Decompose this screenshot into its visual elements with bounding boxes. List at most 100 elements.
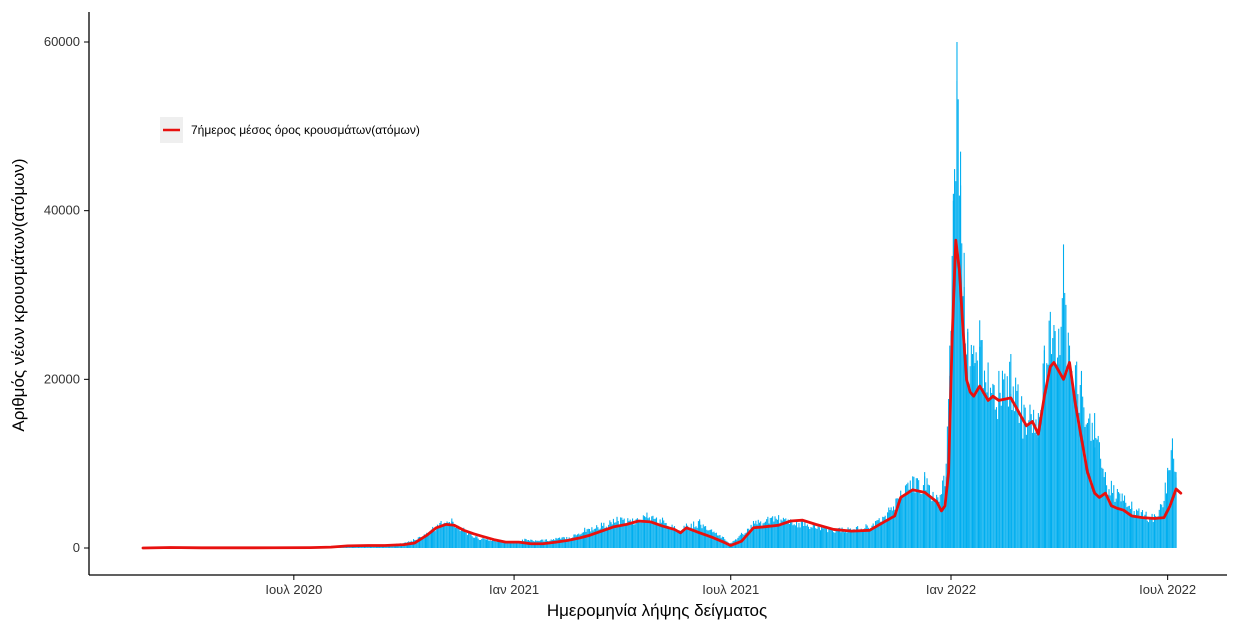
daily-cases-bar bbox=[684, 530, 686, 548]
daily-cases-bar bbox=[1130, 509, 1132, 548]
daily-cases-bar bbox=[788, 523, 790, 548]
daily-cases-bar bbox=[1174, 471, 1176, 548]
daily-cases-bar bbox=[415, 539, 417, 548]
x-tick-label: Ιουλ 2021 bbox=[702, 582, 759, 597]
daily-cases-bar bbox=[861, 530, 863, 548]
daily-cases-bar-peak bbox=[973, 345, 975, 548]
daily-cases-bar bbox=[1023, 404, 1025, 548]
daily-cases-bar-peak bbox=[451, 518, 453, 548]
daily-cases-bar bbox=[623, 518, 625, 548]
daily-cases-bars bbox=[164, 42, 1177, 549]
daily-cases-bar bbox=[926, 478, 928, 548]
daily-cases-bar bbox=[988, 398, 990, 548]
daily-cases-bar bbox=[828, 528, 830, 548]
daily-cases-bar bbox=[683, 525, 685, 548]
daily-cases-bar-peak bbox=[1159, 504, 1162, 548]
daily-cases-bar bbox=[784, 519, 786, 548]
daily-cases-bar bbox=[1024, 407, 1026, 548]
daily-cases-bar bbox=[1077, 394, 1079, 548]
daily-cases-bar bbox=[453, 524, 455, 548]
daily-cases-bar bbox=[860, 528, 862, 548]
daily-cases-bar bbox=[1006, 376, 1008, 548]
daily-cases-bar bbox=[791, 521, 793, 548]
daily-cases-bar bbox=[883, 517, 885, 548]
daily-cases-bar bbox=[1090, 440, 1092, 548]
daily-cases-bar bbox=[695, 526, 697, 548]
daily-cases-bar bbox=[834, 532, 836, 548]
daily-cases-bar bbox=[672, 527, 674, 548]
daily-cases-bar bbox=[1082, 396, 1084, 548]
daily-cases-bar bbox=[782, 517, 784, 548]
daily-cases-bar bbox=[882, 516, 884, 548]
daily-cases-bar bbox=[972, 354, 974, 548]
daily-cases-bar bbox=[700, 524, 702, 548]
daily-cases-bar bbox=[642, 515, 644, 548]
daily-cases-bar bbox=[827, 532, 829, 548]
daily-cases-bar bbox=[417, 537, 419, 548]
daily-cases-bar bbox=[985, 382, 987, 548]
daily-cases-bar bbox=[977, 386, 980, 548]
daily-cases-bar-peak bbox=[888, 507, 890, 548]
daily-cases-bar bbox=[1149, 519, 1151, 548]
daily-cases-bar bbox=[837, 528, 840, 548]
daily-cases-bar bbox=[612, 518, 614, 548]
daily-cases-bar bbox=[876, 520, 878, 548]
daily-cases-bar bbox=[907, 482, 909, 548]
daily-cases-bar bbox=[1165, 493, 1167, 548]
daily-cases-bar bbox=[802, 521, 804, 548]
daily-cases-bar bbox=[496, 541, 498, 548]
daily-cases-bar bbox=[651, 516, 653, 548]
daily-cases-bar bbox=[618, 525, 620, 548]
daily-cases-bar bbox=[1106, 485, 1108, 548]
daily-cases-bar bbox=[580, 533, 582, 548]
daily-cases-bar bbox=[930, 496, 932, 548]
daily-cases-bar bbox=[914, 492, 916, 548]
daily-cases-bar bbox=[755, 520, 757, 548]
daily-cases-bar-peak bbox=[1037, 413, 1039, 548]
daily-cases-bar bbox=[416, 539, 418, 548]
daily-cases-bar bbox=[702, 524, 704, 548]
daily-cases-bar bbox=[812, 523, 814, 548]
daily-cases-bar bbox=[932, 491, 934, 548]
daily-cases-bar-peak bbox=[821, 525, 823, 548]
daily-cases-bar bbox=[895, 498, 897, 548]
daily-cases-bar-peak bbox=[857, 526, 859, 548]
daily-cases-bar-peak bbox=[1068, 345, 1071, 548]
daily-cases-bar bbox=[654, 518, 656, 548]
daily-cases-bar-peak bbox=[1021, 396, 1023, 548]
daily-cases-bar bbox=[847, 527, 849, 548]
daily-cases-bar bbox=[1155, 516, 1157, 548]
daily-cases-bar bbox=[928, 485, 930, 548]
daily-cases-bar bbox=[955, 181, 957, 548]
daily-cases-bar bbox=[852, 529, 854, 548]
daily-cases-bar bbox=[855, 526, 857, 548]
daily-cases-bar bbox=[864, 528, 866, 548]
daily-cases-bar bbox=[472, 537, 474, 548]
daily-cases-bar bbox=[468, 531, 470, 548]
daily-cases-bar bbox=[986, 392, 988, 548]
daily-cases-bar bbox=[1012, 386, 1014, 548]
daily-cases-bar bbox=[1139, 517, 1141, 548]
daily-cases-bar bbox=[690, 523, 692, 548]
daily-cases-bar bbox=[773, 521, 775, 548]
daily-cases-bar bbox=[881, 521, 883, 548]
x-axis-label: Ημερομηνία λήψης δείγματος bbox=[547, 601, 767, 620]
daily-cases-bar bbox=[1127, 506, 1129, 548]
daily-cases-bar bbox=[754, 523, 756, 548]
daily-cases-bar bbox=[571, 538, 573, 548]
daily-cases-bar bbox=[1047, 364, 1049, 548]
daily-cases-bar-peak bbox=[778, 515, 780, 548]
x-axis-ticks: Ιουλ 2020 Ιαν 2021 Ιουλ 2021 Ιαν 2022 Ιουλ 2… bbox=[265, 575, 1196, 597]
daily-cases-bar-peak bbox=[1080, 370, 1083, 548]
daily-cases-bar bbox=[1140, 512, 1142, 548]
daily-cases-bar bbox=[1128, 505, 1130, 548]
daily-cases-bar-peak bbox=[936, 494, 938, 548]
daily-cases-bar bbox=[918, 480, 920, 548]
daily-cases-bar-peak bbox=[790, 519, 792, 548]
daily-cases-bar bbox=[999, 392, 1001, 548]
daily-cases-bar bbox=[1042, 363, 1044, 548]
daily-cases-bar bbox=[517, 541, 519, 548]
daily-cases-bar bbox=[916, 478, 919, 548]
daily-cases-bar bbox=[423, 534, 425, 548]
daily-cases-bar bbox=[798, 522, 800, 548]
